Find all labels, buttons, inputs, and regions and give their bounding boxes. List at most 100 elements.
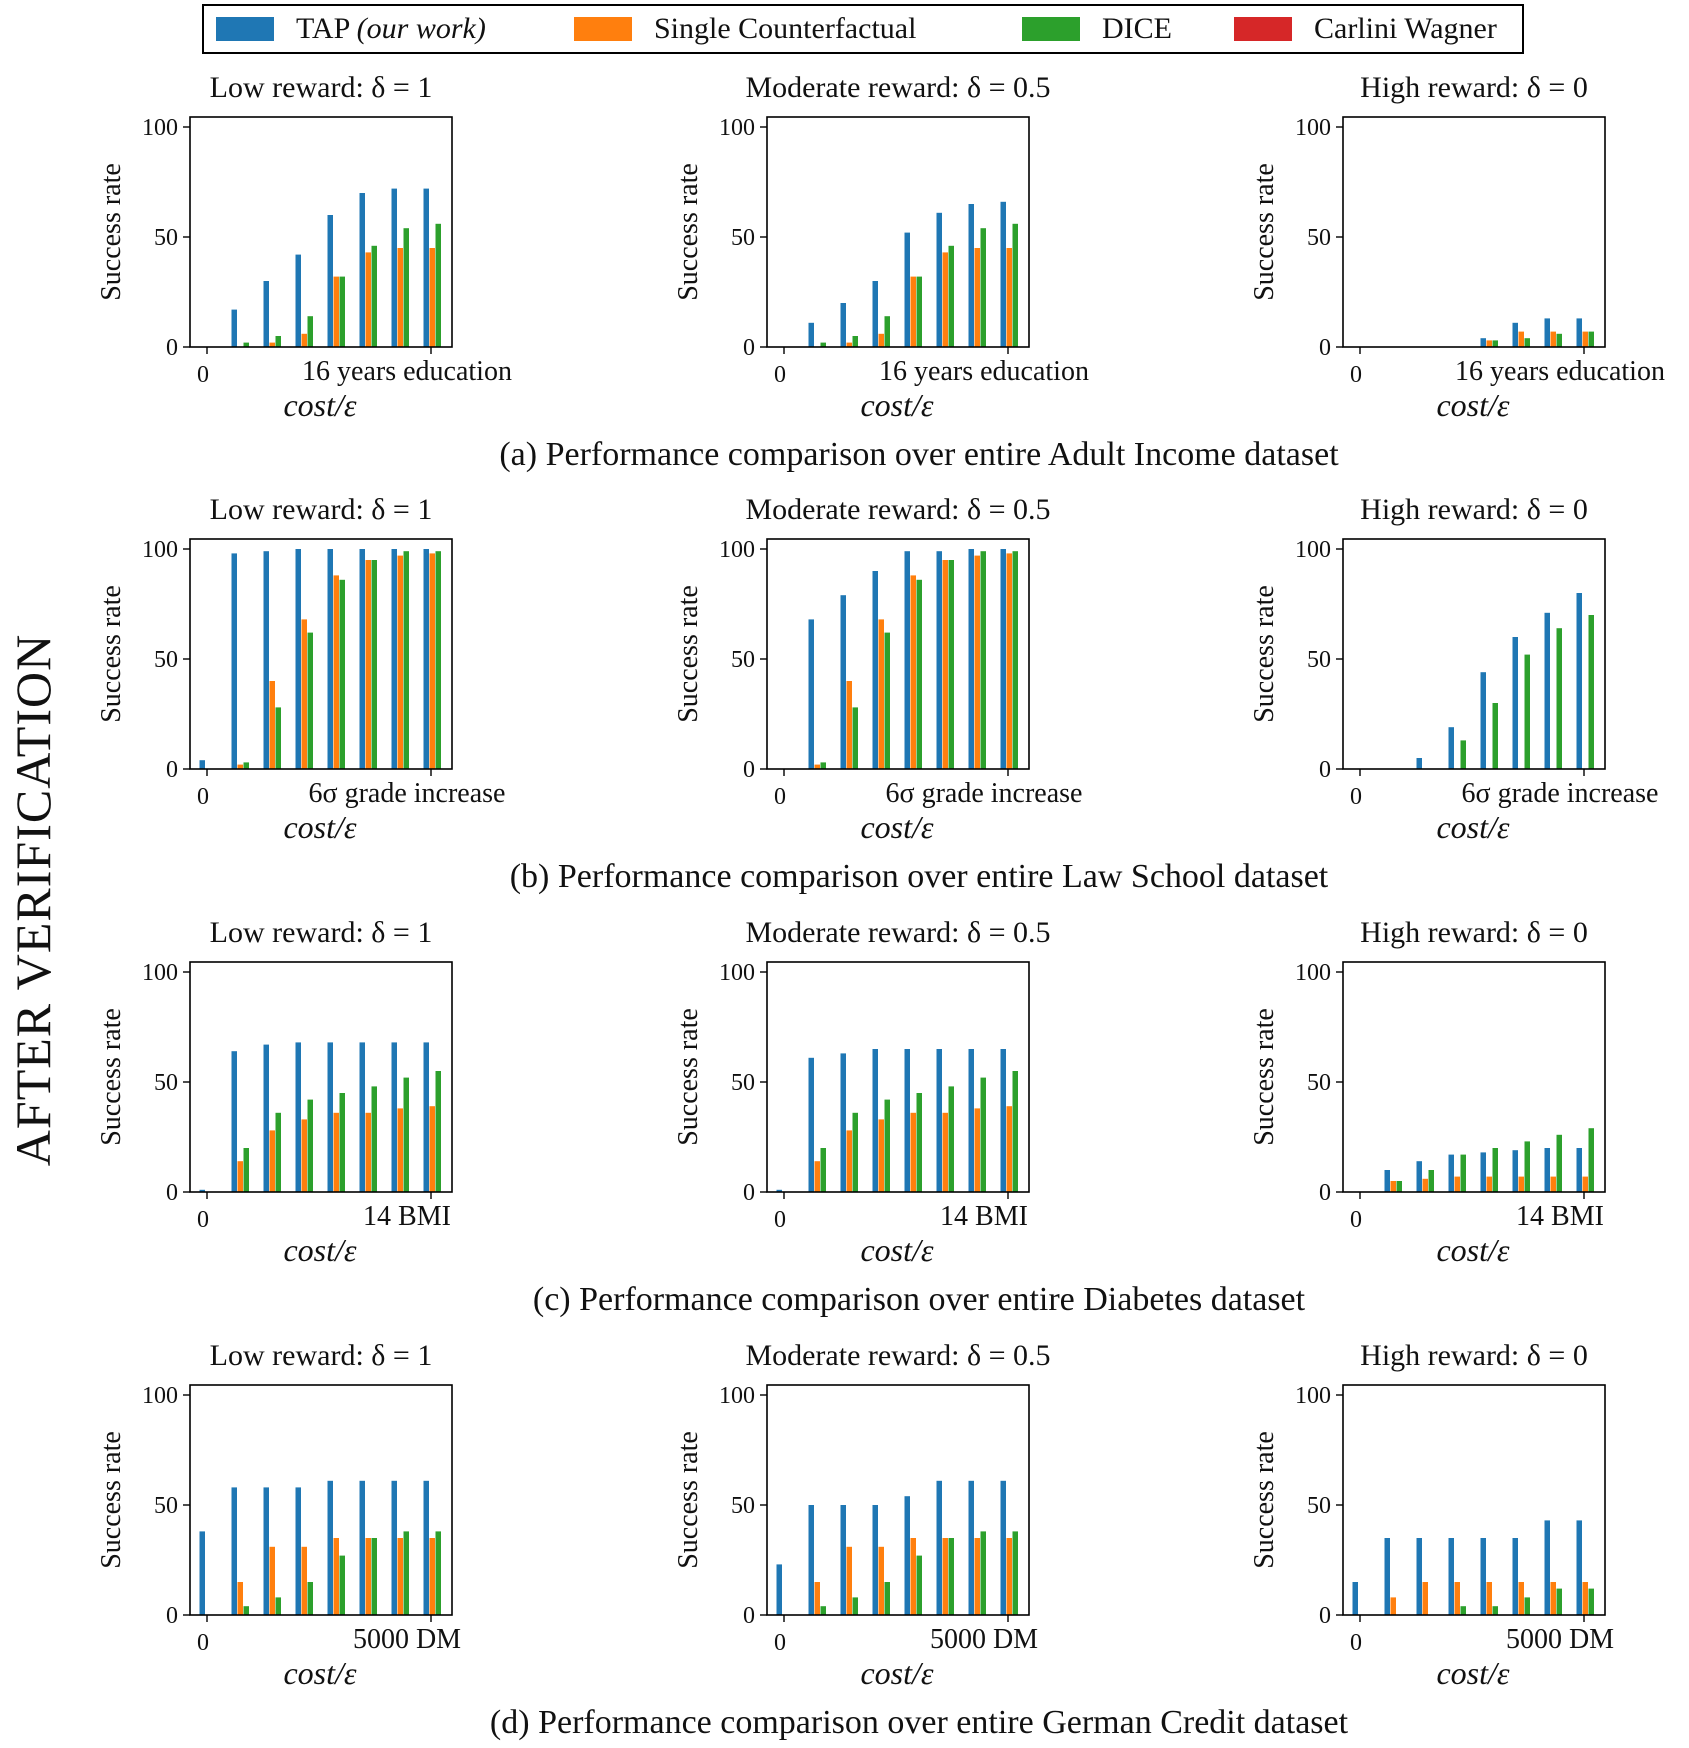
bar-single-counterfactual-3 — [878, 1119, 884, 1192]
caption-row-0: (a) Performance comparison over entire A… — [499, 436, 1339, 473]
bar-tap-3 — [295, 549, 301, 769]
bar-dice-2 — [852, 1597, 858, 1615]
y-tick-label: 50 — [1307, 1493, 1331, 1519]
panel-title: High reward: δ = 0 — [1360, 71, 1588, 104]
bar-tap-4 — [327, 215, 333, 347]
bar-tap-7 — [1000, 549, 1006, 769]
panel-0-0: Low reward: δ = 1 0 50 100 Success rate 0 16 y… — [96, 71, 512, 423]
bar-dice-7 — [1012, 223, 1018, 347]
bar-single-counterfactual-1 — [237, 1582, 243, 1615]
bar-single-counterfactual-7 — [1006, 553, 1012, 769]
bar-tap-7 — [1576, 318, 1582, 347]
panel-title: Low reward: δ = 1 — [210, 71, 433, 104]
x-tick-label-end: 6σ grade increase — [309, 778, 506, 809]
bar-tap-4 — [1480, 672, 1486, 769]
x-axis-label: cost/ε — [860, 1655, 933, 1691]
bar-dice-1 — [243, 1606, 249, 1615]
panel-title: Low reward: δ = 1 — [210, 1339, 433, 1372]
bar-dice-7 — [435, 1531, 441, 1615]
bar-tap-7 — [1576, 1148, 1582, 1192]
plot-frame — [189, 538, 453, 770]
bar-single-counterfactual-2 — [269, 342, 275, 347]
bar-single-counterfactual-6 — [397, 248, 403, 347]
y-axis-label: Success rate — [673, 585, 704, 723]
y-tick-label: 50 — [1307, 225, 1331, 251]
x-axis-label: cost/ε — [283, 387, 356, 423]
bar-dice-1 — [820, 1148, 826, 1192]
x-tick-label-start: 0 — [1350, 784, 1362, 810]
bar-tap-3 — [872, 1049, 878, 1192]
bar-dice-5 — [948, 1086, 954, 1192]
y-tick-label: 0 — [166, 335, 178, 361]
x-tick-label-start: 0 — [774, 362, 786, 388]
panel-3-2: High reward: δ = 0 0 50 100 Success rate 0 500… — [1249, 1339, 1614, 1691]
y-axis-label: Success rate — [673, 163, 704, 301]
x-axis-label: cost/ε — [283, 1655, 356, 1691]
bar-tap-4 — [327, 1480, 333, 1615]
panel-2-0: Low reward: δ = 1 0 50 100 Success rate 0 14 B… — [96, 916, 453, 1268]
bar-single-counterfactual-4 — [333, 1538, 339, 1615]
bar-tap-6 — [1544, 1148, 1550, 1192]
bar-dice-5 — [1524, 338, 1530, 347]
bar-tap-6 — [968, 204, 974, 347]
bar-dice-6 — [403, 551, 409, 769]
bar-single-counterfactual-1 — [1390, 1181, 1396, 1192]
bar-single-counterfactual-2 — [846, 342, 852, 347]
legend: TAP (our work) Single Counterfactual DIC… — [202, 4, 1524, 54]
bar-single-counterfactual-1 — [237, 1161, 243, 1192]
bar-dice-6 — [1556, 333, 1562, 347]
bar-single-counterfactual-1 — [814, 1161, 820, 1192]
bar-single-counterfactual-7 — [1582, 1582, 1588, 1615]
y-tick-label: 100 — [142, 537, 178, 563]
x-tick-label-start: 0 — [1350, 362, 1362, 388]
y-tick-label: 50 — [731, 1493, 755, 1519]
plot-frame — [1342, 1384, 1606, 1616]
bar-dice-2 — [275, 707, 281, 769]
y-axis-label: Success rate — [1249, 585, 1280, 723]
bar-single-counterfactual-7 — [1006, 1106, 1012, 1192]
bar-single-counterfactual-2 — [269, 1130, 275, 1192]
bar-tap-7 — [423, 1480, 429, 1615]
bar-dice-2 — [852, 336, 858, 347]
legend-label-single-counterfactual: Single Counterfactual — [654, 12, 917, 45]
bar-single-counterfactual-6 — [974, 1538, 980, 1615]
bar-single-counterfactual-3 — [301, 1119, 307, 1192]
bar-tap-5 — [936, 1480, 942, 1615]
y-tick-label: 100 — [142, 1383, 178, 1409]
y-tick-label: 0 — [743, 335, 755, 361]
bar-single-counterfactual-2 — [269, 681, 275, 769]
bar-single-counterfactual-4 — [1486, 340, 1492, 347]
bar-tap-4 — [1480, 1538, 1486, 1615]
bar-tap-5 — [359, 1480, 365, 1615]
bar-single-counterfactual-5 — [365, 560, 371, 769]
bar-tap-0 — [776, 1189, 782, 1192]
bar-dice-3 — [884, 1099, 890, 1192]
bar-single-counterfactual-4 — [910, 575, 916, 769]
bar-tap-2 — [840, 303, 846, 347]
bar-dice-7 — [435, 551, 441, 769]
bar-single-counterfactual-5 — [942, 1112, 948, 1192]
bar-tap-1 — [1384, 1538, 1390, 1615]
x-tick-label-end: 5000 DM — [930, 1624, 1038, 1655]
plot-frame — [766, 116, 1030, 348]
bar-tap-5 — [1512, 637, 1518, 769]
x-axis-label: cost/ε — [860, 809, 933, 845]
bar-tap-7 — [423, 549, 429, 769]
legend-swatch-single-counterfactual — [574, 17, 632, 41]
x-tick-label-start: 0 — [197, 1207, 209, 1233]
bar-single-counterfactual-5 — [942, 1538, 948, 1615]
bar-single-counterfactual-7 — [1582, 1176, 1588, 1192]
bar-tap-2 — [1416, 758, 1422, 769]
legend-item-single-counterfactual: Single Counterfactual — [574, 6, 916, 52]
bar-tap-5 — [1512, 1150, 1518, 1192]
bar-dice-2 — [1428, 1170, 1434, 1192]
bar-dice-7 — [435, 223, 441, 347]
legend-label-tap: TAP (our work) — [296, 12, 486, 45]
bar-dice-6 — [980, 1077, 986, 1192]
bar-dice-6 — [403, 1077, 409, 1192]
bar-dice-7 — [1588, 1128, 1594, 1192]
bar-dice-5 — [1524, 654, 1530, 769]
bar-tap-4 — [904, 1049, 910, 1192]
bar-tap-5 — [936, 1049, 942, 1192]
bar-tap-4 — [327, 1042, 333, 1192]
